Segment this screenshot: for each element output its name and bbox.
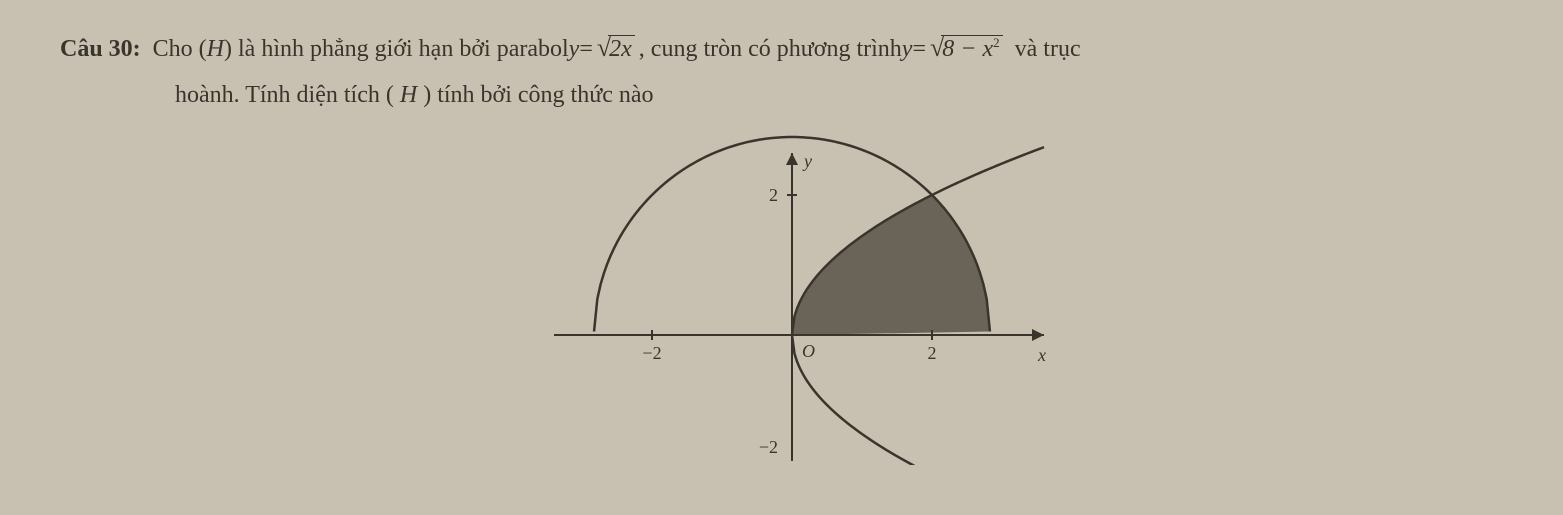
label-x-axis: x: [1037, 345, 1046, 365]
line2-H: H: [400, 82, 417, 108]
y-axis-arrow: [786, 153, 798, 165]
eq1-sqrt: √ 2x: [597, 35, 635, 62]
text-tail: và trục: [1015, 30, 1081, 68]
label-origin: O: [802, 341, 815, 361]
eq1-radicand: 2x: [608, 35, 635, 62]
question-label: Câu 30:: [60, 30, 141, 68]
line2-a: hoành. Tính diện tích (: [175, 82, 394, 108]
eq2-lhs: y: [902, 30, 913, 68]
label-y-neg: −2: [758, 437, 777, 457]
text-pre-h: Cho (: [153, 30, 207, 68]
eq2-rad-a: 8 −: [942, 36, 982, 62]
label-y-axis: y: [802, 151, 812, 171]
question-line-1: Câu 30: Cho ( H ) là hình phẳng giới hạn…: [60, 30, 1523, 68]
eq2-rad-b: x: [982, 36, 993, 62]
label-x-pos: 2: [927, 343, 936, 363]
symbol-H: H: [207, 30, 224, 68]
math-figure: 2 −2 2 −2 Oy x: [532, 135, 1052, 465]
eq2-rad-sup: 2: [993, 35, 1000, 50]
label-y-pos: 2: [769, 185, 778, 205]
text-mid: , cung tròn có phương trình: [639, 30, 902, 68]
eq1-lhs: y: [569, 30, 580, 68]
eq2-radicand: 8 − x2: [941, 35, 1002, 62]
line2-b: ) tính bởi công thức nào: [423, 82, 653, 108]
eq1-equals: =: [579, 30, 593, 68]
text-post-h: ) là hình phẳng giới hạn bởi parabol: [224, 30, 569, 68]
parabola-lower: [792, 335, 1044, 465]
page: Câu 30: Cho ( H ) là hình phẳng giới hạn…: [0, 0, 1563, 475]
question-line-2: hoành. Tính diện tích ( H ) tính bởi côn…: [60, 76, 1523, 114]
label-x-neg: −2: [642, 343, 661, 363]
figure-area: 2 −2 2 −2 Oy x: [60, 135, 1523, 465]
eq2-equals: =: [912, 30, 926, 68]
x-axis-arrow: [1032, 329, 1044, 341]
eq2-sqrt: √ 8 − x2: [930, 35, 1003, 62]
